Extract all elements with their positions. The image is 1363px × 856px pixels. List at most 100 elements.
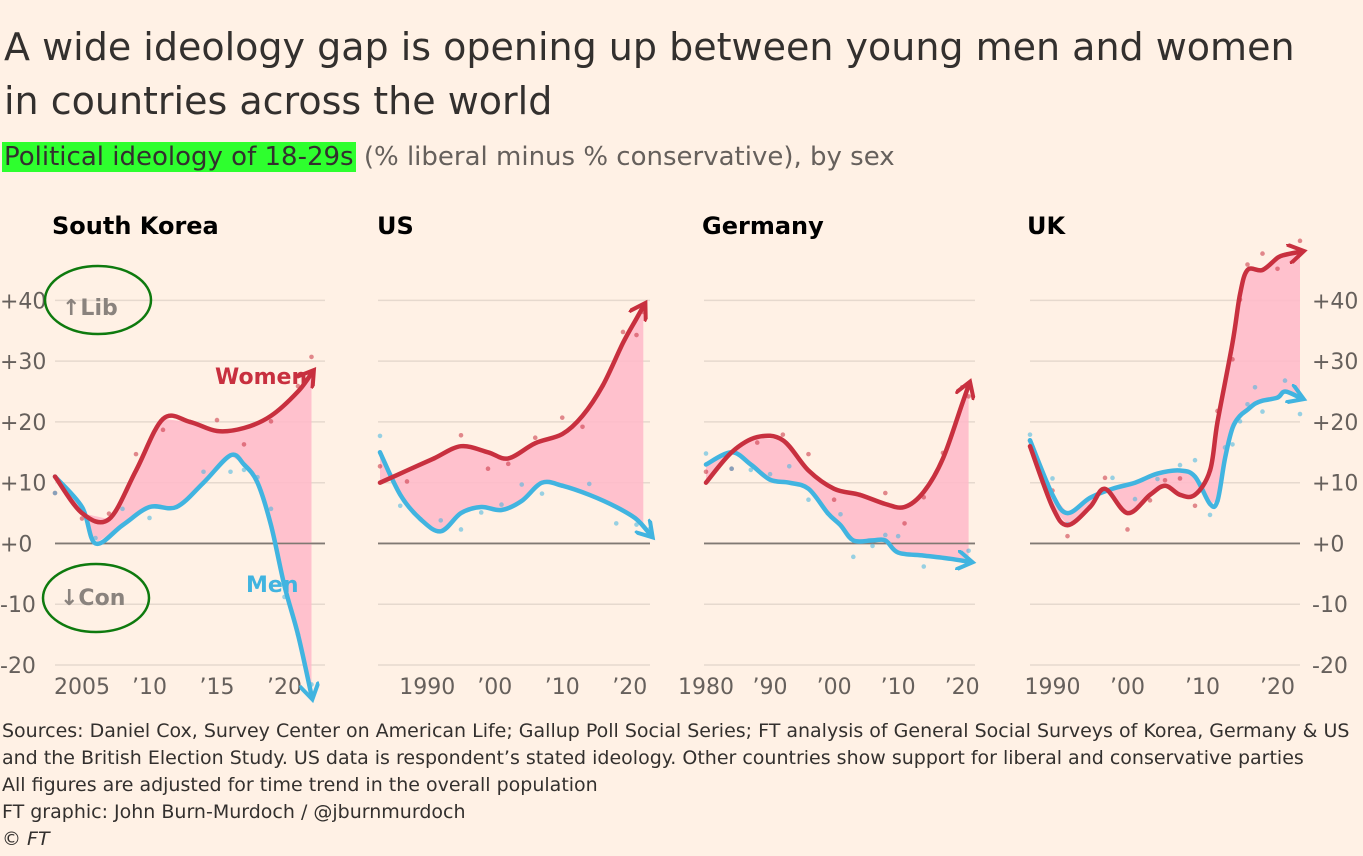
women-data-point: [268, 419, 274, 424]
men-data-point: [201, 469, 206, 475]
x-tick-label: 1980: [678, 675, 734, 700]
men-data-point: [1245, 402, 1250, 407]
women-data-point: [1162, 477, 1168, 483]
men-line: [377, 450, 650, 534]
men-data-point: [1230, 442, 1235, 447]
y-tick-label: -20: [1312, 654, 1348, 679]
x-tick-label: ’20: [945, 675, 980, 700]
women-data-point: [160, 427, 166, 433]
women-data-point: [1192, 503, 1198, 509]
y-tick-label: +0: [1312, 532, 1344, 557]
men-line: [1027, 392, 1300, 516]
men-data-point: [1192, 457, 1198, 463]
y-tick-label: +10: [0, 472, 46, 497]
y-tick-label: +30: [1312, 350, 1358, 375]
panel-us: US 1990 ’00 ’10 ’20: [377, 212, 652, 700]
men-data-point: [1110, 475, 1115, 481]
men-data-point: [895, 533, 901, 539]
women-data-point: [754, 440, 760, 445]
small-multiples-chart: South Korea -20 -10 +0 +10 +20 +30 +40 2005 ’10 ’1…: [0, 212, 1359, 710]
women-data-point: [559, 415, 565, 420]
x-tick-label: ’00: [817, 675, 852, 700]
women-data-point: [241, 442, 247, 447]
men-data-point: [1155, 476, 1160, 482]
women-line: [52, 373, 312, 525]
panel-uk: UK -20 -10 +0 +10 +20 +30 +40 1990 ’00 ’10 ’20: [1025, 212, 1359, 700]
x-tick-label: ’10: [1185, 675, 1220, 700]
lib-annotation-circle: [43, 264, 153, 336]
men-data-point: [1297, 411, 1303, 417]
women-data-point: [458, 432, 464, 438]
chart-subtitle: Political ideology of 18-29s (% liberal …: [2, 140, 895, 174]
men-data-point: [1282, 378, 1288, 383]
men-data-point: [921, 564, 927, 569]
men-data-point: [806, 497, 811, 503]
women-data-point: [1297, 238, 1303, 244]
women-data-point: [133, 451, 139, 457]
gap-band: [706, 385, 969, 562]
subtitle-rest: (% liberal minus % conservative), by sex: [355, 142, 895, 172]
x-tick-label: ’20: [612, 675, 647, 700]
men-data-point: [478, 510, 484, 515]
women-data-point: [1102, 475, 1108, 481]
women-data-point: [485, 466, 491, 472]
panel-title: South Korea: [52, 212, 219, 240]
men-line: [52, 452, 312, 696]
women-data-point: [703, 469, 709, 475]
women-line: [377, 307, 643, 485]
men-data-point: [458, 527, 464, 532]
men-data-point: [519, 482, 525, 487]
men-data-point: [1027, 432, 1033, 437]
men-data-point: [786, 463, 792, 469]
gap-band: [55, 373, 312, 696]
women-data-point: [883, 490, 888, 496]
men-data-point: [851, 554, 856, 560]
footer-sources-line-2: and the British Election Study. US data …: [2, 747, 1304, 769]
women-line: [1027, 252, 1300, 528]
x-tick-label: ’00: [1110, 675, 1145, 700]
y-tick-label: +30: [0, 350, 46, 375]
subtitle-highlight: Political ideology of 18-29s: [2, 142, 356, 172]
panel-title: Germany: [702, 212, 824, 240]
y-tick-label: +10: [1312, 472, 1358, 497]
women-data-point: [377, 463, 383, 469]
women-data-point: [634, 332, 639, 338]
x-tick-label: 1990: [399, 675, 455, 700]
gap-band: [380, 306, 644, 531]
x-tick-label: ’00: [477, 675, 512, 700]
men-data-point: [438, 518, 444, 523]
women-data-point: [1275, 266, 1280, 272]
y-tick-label: -10: [0, 593, 36, 618]
women-data-point: [806, 451, 811, 457]
y-tick-label: +20: [0, 411, 46, 436]
women-data-point: [214, 417, 220, 423]
x-tick-label: ’10: [881, 675, 916, 700]
y-tick-label: +20: [1312, 411, 1358, 436]
footer-copyright: © FT: [2, 828, 50, 850]
panel-south-korea: South Korea -20 -10 +0 +10 +20 +30 +40 2005 ’10 ’1…: [0, 212, 325, 700]
men-data-point: [1177, 462, 1183, 468]
men-data-point: [52, 490, 58, 496]
men-data-point: [147, 515, 152, 521]
con-annotation-circle: [41, 562, 151, 634]
women-data-point: [1245, 262, 1250, 267]
women-data-point: [404, 479, 410, 484]
men-data-point: [748, 467, 754, 473]
men-data-point: [613, 521, 619, 526]
women-data-point: [1147, 498, 1153, 503]
y-tick-label: +40: [0, 289, 46, 314]
women-data-point: [780, 432, 786, 437]
title-line-1: A wide ideology gap is opening up betwee…: [4, 25, 1295, 69]
men-data-point: [883, 532, 888, 538]
x-tick-label: ’15: [200, 675, 235, 700]
lib-annotation-label: ↑Lib: [62, 296, 118, 321]
men-data-point: [499, 502, 504, 507]
women-data-point: [902, 521, 907, 526]
panel-title: US: [377, 212, 414, 240]
women-data-point: [620, 329, 626, 335]
men-series-label: Men: [246, 573, 298, 598]
men-data-point: [397, 503, 403, 509]
men-data-point: [120, 506, 125, 512]
x-tick-label: 1990: [1025, 675, 1081, 700]
men-data-point: [1207, 512, 1213, 518]
